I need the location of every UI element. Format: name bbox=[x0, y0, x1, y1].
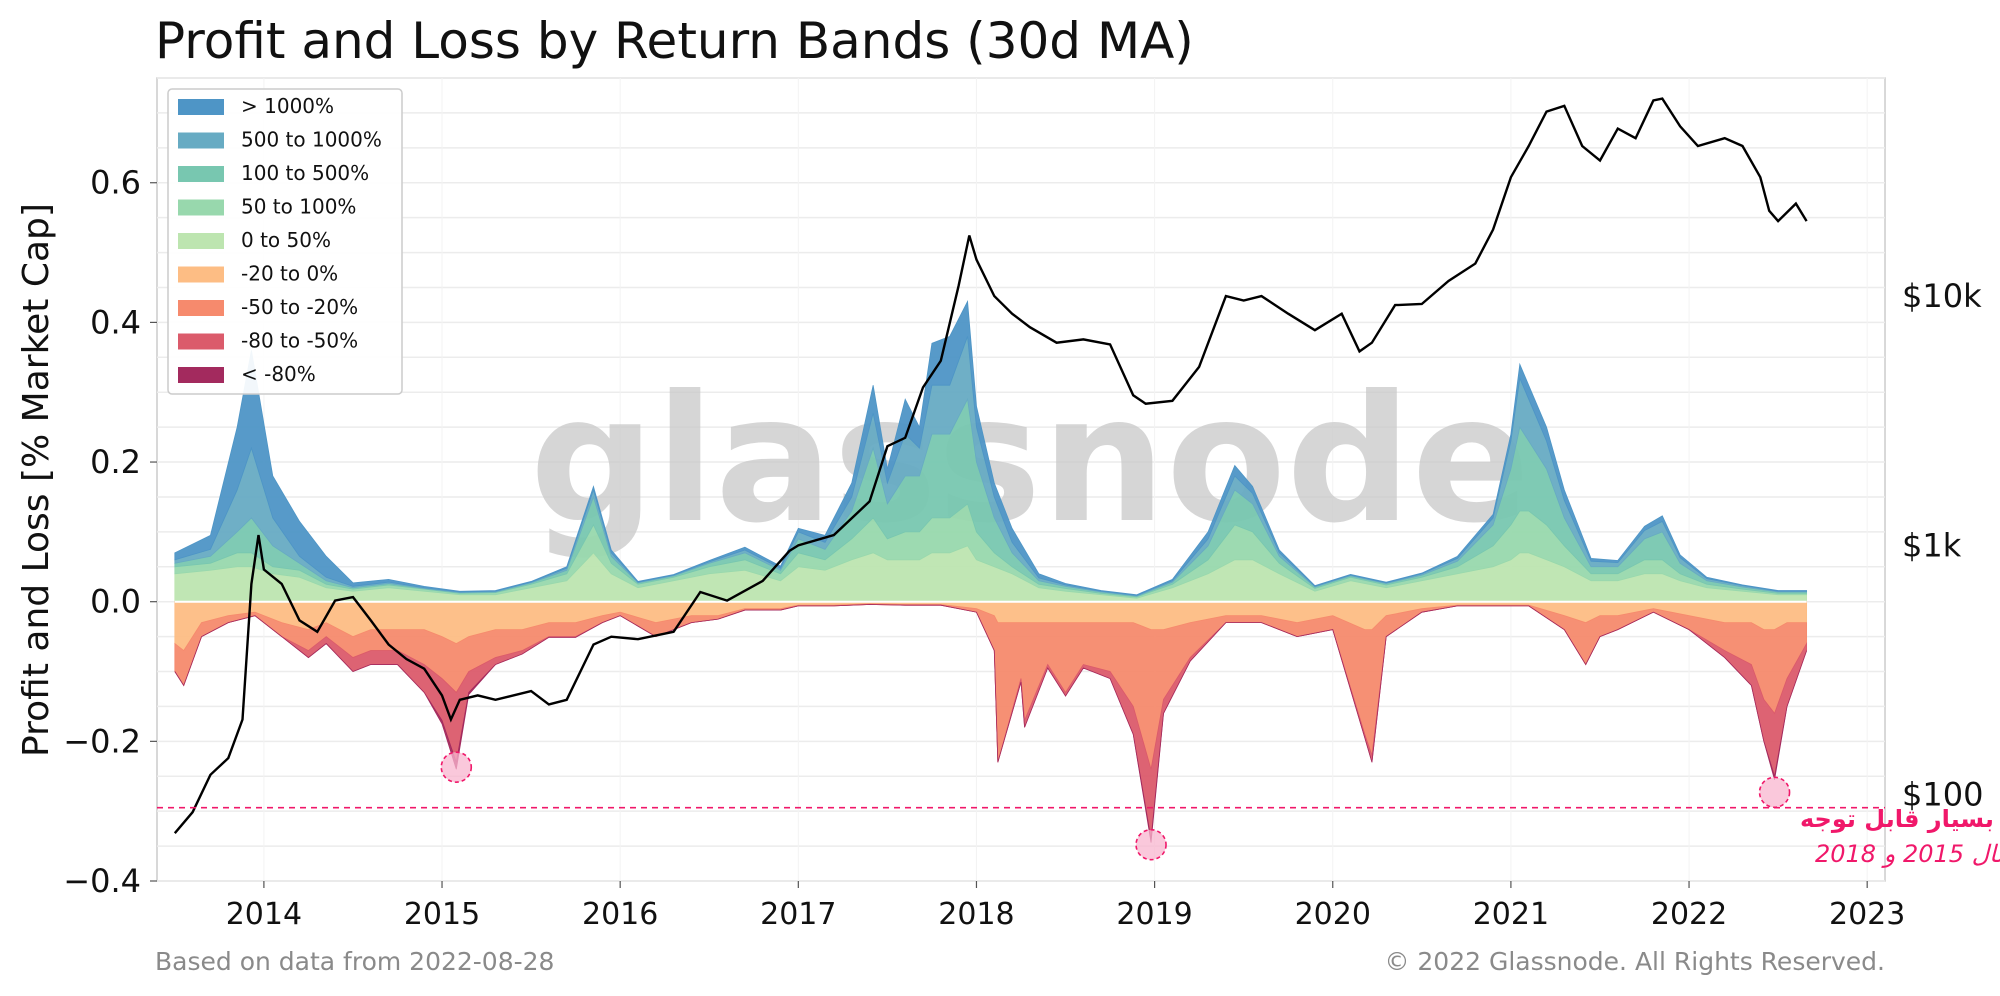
x-tick-label: 2018 bbox=[938, 897, 1014, 932]
watermark: glassnode bbox=[530, 359, 1530, 562]
x-tick-label: 2022 bbox=[1651, 897, 1727, 932]
price-line bbox=[173, 97, 1808, 834]
annotation-line1: میزان ضرر بسیار قابل توجه bbox=[1800, 805, 2000, 833]
legend-label: -50 to -20% bbox=[241, 295, 358, 319]
loss-marker bbox=[1758, 776, 1791, 809]
legend-swatch bbox=[178, 99, 224, 115]
legend-label: 100 to 500% bbox=[241, 161, 369, 185]
y-tick-label: 0.6 bbox=[90, 164, 141, 202]
legend-label: -20 to 0% bbox=[241, 262, 338, 286]
legend-label: -80 to -50% bbox=[241, 329, 358, 353]
plot-frame bbox=[156, 77, 1886, 882]
y-tick-label: 0.2 bbox=[90, 443, 141, 481]
footer-right: © 2022 Glassnode. All Rights Reserved. bbox=[1384, 947, 1885, 976]
y-axis-label: Profit and Loss [% Market Cap] bbox=[16, 203, 57, 757]
legend-swatch bbox=[178, 367, 224, 383]
y-tick-label: 0.4 bbox=[90, 303, 141, 341]
x-tick-label: 2016 bbox=[582, 897, 658, 932]
legend-swatch bbox=[178, 132, 224, 149]
loss-marker bbox=[440, 751, 473, 783]
legend-label: 500 to 1000% bbox=[241, 128, 382, 152]
chart-title: Profit and Loss by Return Bands (30d MA) bbox=[155, 12, 1194, 70]
x-tick-label: 2015 bbox=[404, 897, 480, 932]
legend-label: 50 to 100% bbox=[241, 195, 356, 219]
legend-swatch bbox=[178, 166, 224, 182]
right-tick-label: $1k bbox=[1902, 526, 1962, 564]
legend-swatch bbox=[178, 300, 224, 316]
x-tick-label: 2014 bbox=[226, 897, 302, 932]
loss-marker bbox=[1135, 828, 1167, 861]
y-tick-label: −0.4 bbox=[63, 862, 141, 900]
loss-markers bbox=[440, 751, 1791, 861]
y-tick-label: 0.0 bbox=[90, 583, 141, 621]
legend-swatch bbox=[178, 266, 224, 283]
legend: > 1000% 500 to 1000% 100 to 500% 50 to 100%… bbox=[167, 88, 403, 395]
right-tick-label: $100 bbox=[1902, 776, 1983, 814]
legend-swatch bbox=[178, 333, 224, 350]
y-axis-ticks: −0.4 −0.2 0.0 0.2 0.4 0.6 bbox=[63, 164, 157, 900]
return-band-areas bbox=[174, 300, 1808, 843]
legend-swatch bbox=[178, 233, 224, 249]
right-axis-ticks: $100 $1k $10k bbox=[1902, 277, 1983, 813]
annotation-line2: در مقایسه با سال 2015 و 2018 bbox=[1815, 840, 2000, 868]
x-tick-label: 2023 bbox=[1829, 897, 1905, 932]
area-band-gt-1000 bbox=[174, 300, 1808, 596]
x-axis-ticks: 2014 2015 2016 2017 2018 2019 2020 2021 2022 2023 bbox=[226, 881, 1905, 932]
legend-label: > 1000% bbox=[241, 94, 334, 118]
x-tick-label: 2020 bbox=[1295, 897, 1371, 932]
right-tick-label: $10k bbox=[1902, 277, 1982, 315]
legend-label: 0 to 50% bbox=[241, 228, 331, 252]
legend-label: < -80% bbox=[241, 362, 316, 386]
legend-swatch bbox=[178, 199, 224, 216]
footer-left: Based on data from 2022-08-28 bbox=[155, 947, 554, 976]
y-tick-label: −0.2 bbox=[63, 722, 141, 760]
x-tick-label: 2021 bbox=[1473, 897, 1549, 932]
x-tick-label: 2017 bbox=[760, 897, 836, 932]
x-tick-label: 2019 bbox=[1116, 897, 1192, 932]
